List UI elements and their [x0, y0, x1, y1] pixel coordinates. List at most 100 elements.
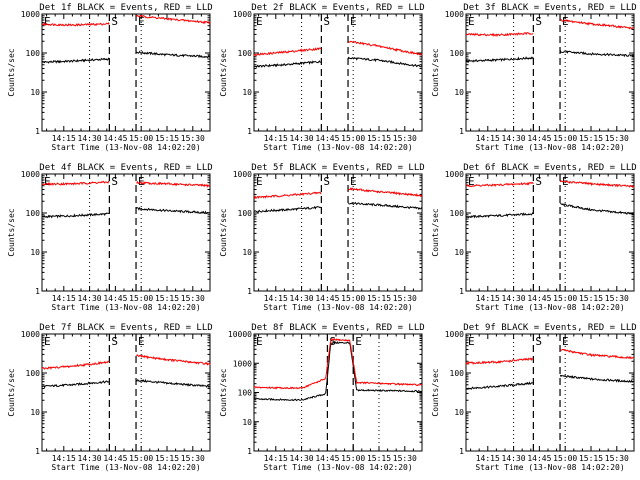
- plot-frame: [41, 13, 211, 132]
- y-tick-label: 1000: [21, 10, 40, 19]
- x-axis-label: Start Time (13-Nov-08 14:02:20): [263, 303, 412, 312]
- x-tick-label: 15:15: [579, 134, 603, 143]
- y-tick-label: 100: [26, 369, 41, 378]
- x-tick-label: 15:30: [605, 454, 629, 463]
- y-tick-label: 100: [450, 369, 465, 378]
- x-tick-label: 15:15: [367, 134, 391, 143]
- events-series-line: [253, 341, 423, 402]
- x-tick-label: 14:15: [264, 134, 288, 143]
- event-marker-label: S: [329, 335, 336, 348]
- x-tick-label: 15:30: [181, 294, 205, 303]
- x-tick-label: 14:30: [78, 294, 102, 303]
- event-marker-label: E: [256, 15, 263, 28]
- panel-title: Det 7f BLACK = Events, RED = LLD: [39, 323, 212, 333]
- event-marker-label: S: [535, 175, 542, 188]
- y-axis-label: Counts/sec: [431, 208, 440, 256]
- y-tick-label: 1000: [445, 170, 464, 179]
- event-marker-label: E: [138, 15, 145, 28]
- x-tick-label: 14:15: [52, 134, 76, 143]
- x-tick-label: 14:45: [527, 134, 551, 143]
- panel-title: Det 3f BLACK = Events, RED = LLD: [463, 3, 636, 13]
- y-tick-label: 10: [242, 248, 252, 257]
- x-tick-label: 14:45: [315, 454, 339, 463]
- panel-det-1: Det 1f BLACK = Events, RED = LLD 1 10 100 10…: [7, 3, 213, 152]
- x-tick-label: 14:15: [476, 294, 500, 303]
- lld-series-line: [253, 338, 423, 390]
- event-marker-label: S: [535, 335, 542, 348]
- event-marker-label: E: [256, 335, 263, 348]
- plot-frame: [253, 13, 423, 132]
- lld-series-line: [41, 354, 211, 370]
- x-tick-label: 14:30: [502, 454, 526, 463]
- event-marker-label: E: [44, 175, 51, 188]
- y-axis-label: Counts/sec: [219, 208, 228, 256]
- lld-series-line: [253, 40, 423, 57]
- x-axis-label: Start Time (13-Nov-08 14:02:20): [475, 303, 624, 312]
- event-marker-label: S: [111, 175, 118, 188]
- x-tick-label: 14:45: [527, 454, 551, 463]
- panel-title: Det 5f BLACK = Events, RED = LLD: [251, 163, 424, 173]
- x-tick-label: 15:15: [155, 134, 179, 143]
- x-tick-label: 14:15: [476, 134, 500, 143]
- panel-title: Det 6f BLACK = Events, RED = LLD: [463, 163, 636, 173]
- y-tick-label: 10: [30, 248, 40, 257]
- y-tick-label: 1: [459, 287, 464, 296]
- event-marker-label: E: [468, 335, 475, 348]
- y-tick-label: 1000: [233, 170, 252, 179]
- plot-frame: [253, 173, 423, 292]
- events-series-line: [41, 50, 211, 64]
- y-tick-label: 1: [35, 287, 40, 296]
- y-tick-label: 1: [459, 127, 464, 136]
- panel-det-5: Det 5f BLACK = Events, RED = LLD 1 10 100 10…: [219, 163, 425, 312]
- panel-det-3: Det 3f BLACK = Events, RED = LLD 1 10 100 10…: [431, 3, 637, 152]
- event-marker-label: E: [256, 175, 263, 188]
- lld-series-line: [465, 18, 635, 38]
- events-series-line: [466, 374, 635, 390]
- y-tick-label: 1000: [233, 10, 252, 19]
- x-tick-label: 15:00: [341, 294, 365, 303]
- plot-frame: [253, 333, 423, 452]
- y-tick-label: 1: [35, 447, 40, 456]
- x-tick-label: 14:30: [290, 134, 314, 143]
- events-series-line: [465, 202, 635, 219]
- event-marker-label: S: [323, 175, 330, 188]
- y-tick-label: 10: [454, 408, 464, 417]
- event-marker-label: E: [468, 175, 475, 188]
- x-tick-label: 14:30: [502, 294, 526, 303]
- events-series-line: [466, 49, 635, 64]
- y-axis-label: Counts/sec: [431, 368, 440, 416]
- y-tick-label: 10000: [228, 330, 252, 339]
- y-tick-label: 1000: [21, 170, 40, 179]
- event-marker-label: S: [323, 15, 330, 28]
- x-tick-label: 14:45: [103, 134, 127, 143]
- y-tick-label: 1: [247, 287, 252, 296]
- x-axis-label: Start Time (13-Nov-08 14:02:20): [263, 143, 412, 152]
- lld-series-line: [465, 179, 635, 189]
- x-tick-label: 14:45: [315, 294, 339, 303]
- event-marker-label: S: [111, 335, 118, 348]
- event-marker-label: E: [562, 15, 569, 28]
- x-tick-label: 15:15: [579, 454, 603, 463]
- panel-title: Det 4f BLACK = Events, RED = LLD: [39, 163, 212, 173]
- x-tick-label: 14:15: [476, 454, 500, 463]
- x-tick-label: 15:30: [605, 134, 629, 143]
- y-tick-label: 10: [30, 408, 40, 417]
- y-axis-label: Counts/sec: [219, 368, 228, 416]
- x-tick-label: 15:30: [181, 454, 205, 463]
- lld-series-line: [41, 14, 211, 27]
- event-marker-label: E: [138, 335, 145, 348]
- x-tick-label: 15:30: [393, 294, 417, 303]
- y-tick-label: 10: [30, 88, 40, 97]
- x-tick-label: 15:30: [393, 134, 417, 143]
- y-tick-label: 1000: [445, 330, 464, 339]
- x-tick-label: 15:15: [579, 294, 603, 303]
- x-tick-label: 14:30: [290, 294, 314, 303]
- x-tick-label: 14:45: [527, 294, 551, 303]
- y-tick-label: 1: [247, 447, 252, 456]
- x-tick-label: 15:00: [553, 454, 577, 463]
- x-axis-label: Start Time (13-Nov-08 14:02:20): [475, 463, 624, 472]
- y-tick-label: 1: [459, 447, 464, 456]
- y-tick-label: 1: [35, 127, 40, 136]
- y-tick-label: 100: [450, 209, 465, 218]
- y-axis-label: Counts/sec: [431, 48, 440, 96]
